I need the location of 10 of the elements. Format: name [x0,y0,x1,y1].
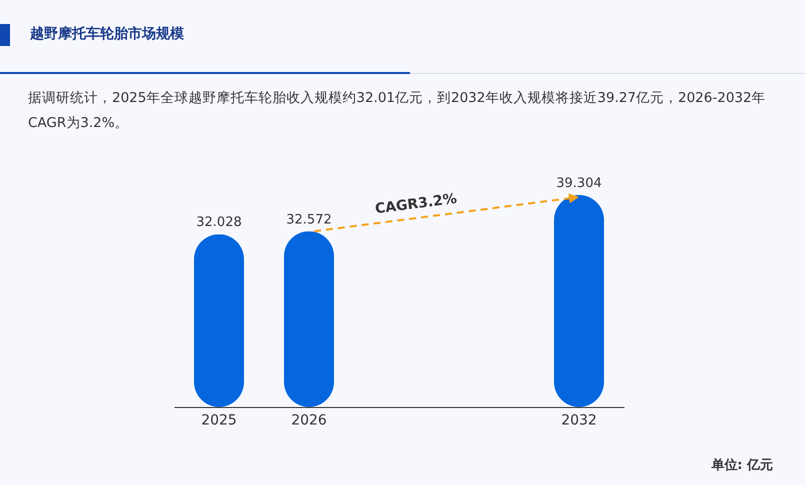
x-tick-label: 2026 [291,412,327,428]
data-label: 32.572 [286,212,332,228]
x-tick-label: 2025 [201,412,237,428]
text: 单位: 亿元 [711,457,773,474]
data-label: 32.028 [196,215,242,230]
data-label: 39.304 [556,176,602,191]
chart-subtitle: 据调研统计，2025年全球越野摩托车轮胎收入规模约32.01亿元，到2032年收入规模将接近39.27亿元，2026-2032年CAGR为3.2%。 [28,89,767,133]
x-tick-label: 2032 [561,412,597,428]
chart-title: 越野摩托车轮胎市场规模 [30,25,184,43]
annotation: CAGR3.2% [374,190,458,218]
